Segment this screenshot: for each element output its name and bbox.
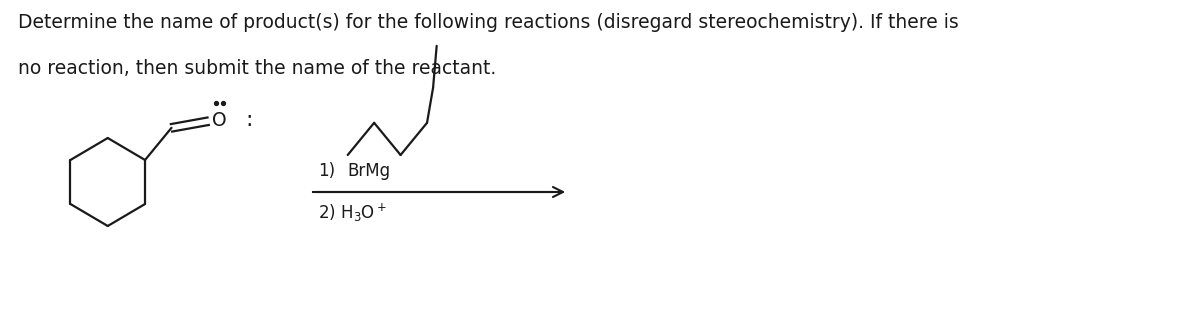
Text: Determine the name of product(s) for the following reactions (disregard stereoch: Determine the name of product(s) for the… bbox=[18, 13, 959, 32]
Text: 1): 1) bbox=[318, 162, 336, 180]
Text: O: O bbox=[212, 111, 227, 130]
Text: 2) H$_3$O$^+$: 2) H$_3$O$^+$ bbox=[318, 202, 388, 224]
Text: no reaction, then submit the name of the reactant.: no reaction, then submit the name of the… bbox=[18, 59, 496, 78]
Text: :: : bbox=[245, 110, 253, 130]
Text: BrMg: BrMg bbox=[348, 162, 391, 180]
